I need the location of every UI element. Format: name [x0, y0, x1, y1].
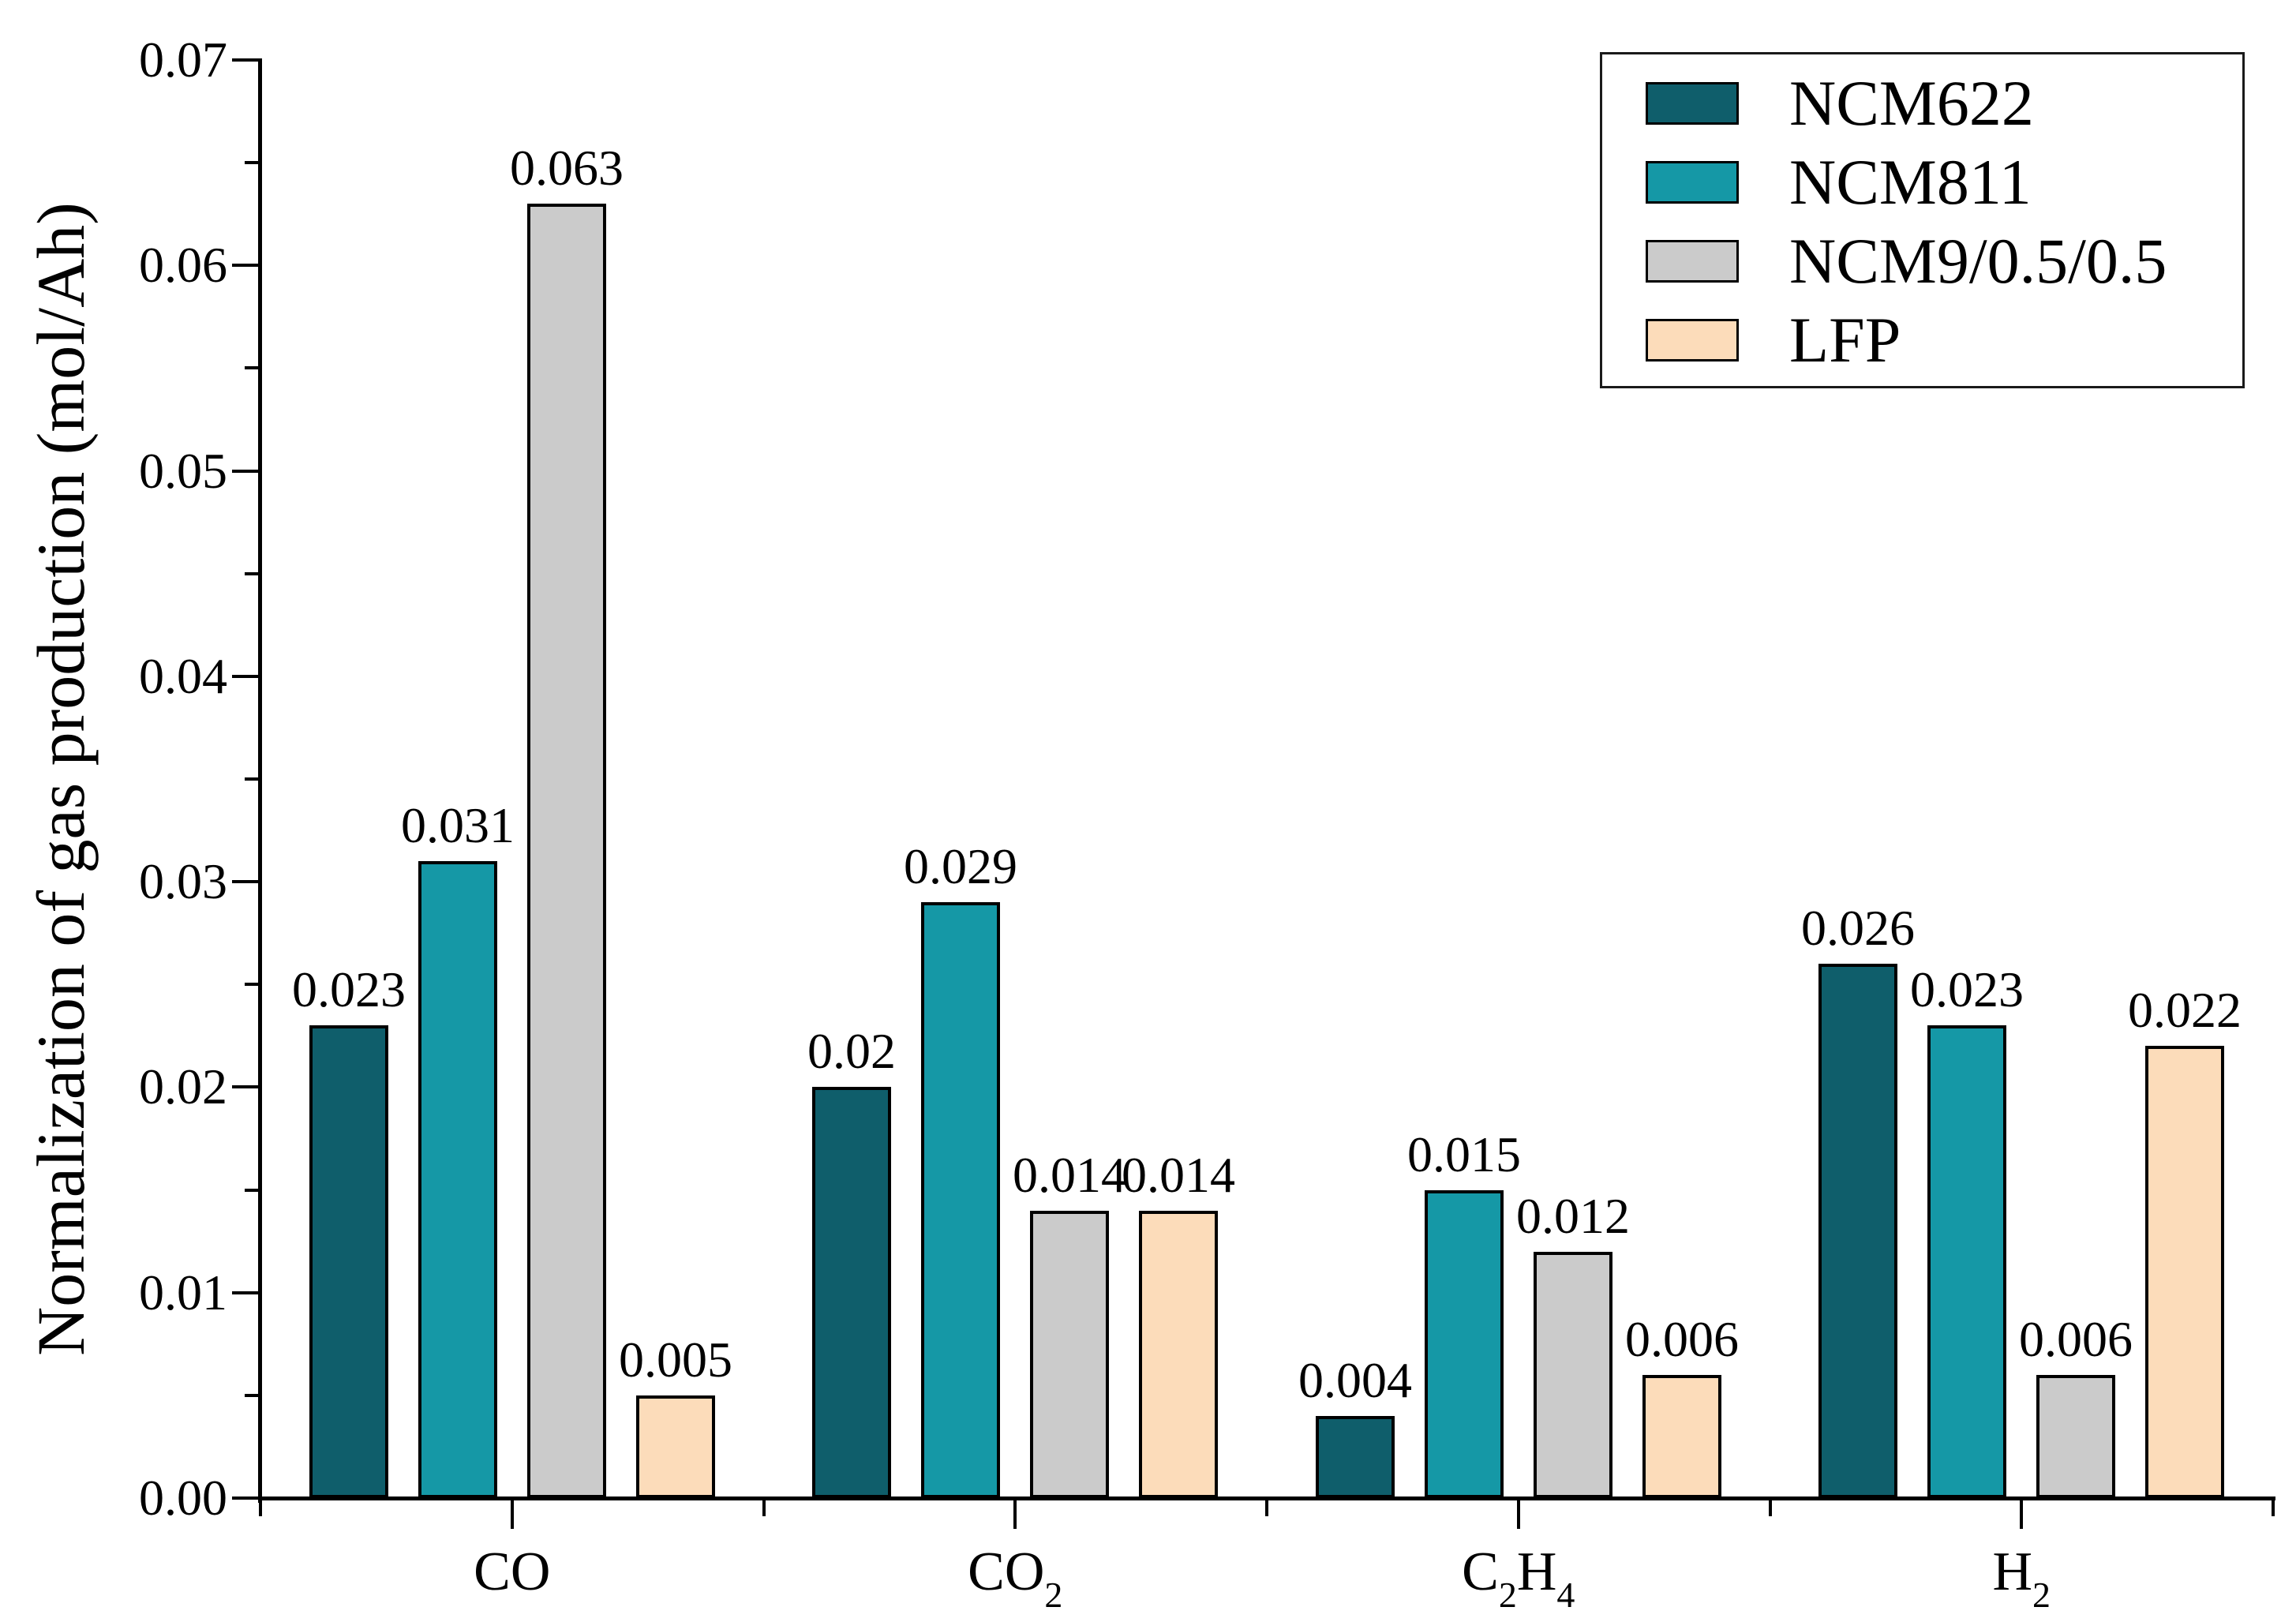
- y-major-tick: [232, 264, 260, 268]
- y-minor-tick: [245, 1393, 260, 1397]
- y-major-tick: [232, 469, 260, 473]
- x-minor-tick: [762, 1499, 766, 1516]
- legend-item-LFP: LFP: [1602, 301, 2242, 380]
- x-category-label-CO2: CO2: [833, 1541, 1197, 1622]
- x-major-tick: [1516, 1499, 1520, 1529]
- legend-swatch: [1646, 319, 1739, 361]
- y-major-tick: [232, 1497, 260, 1500]
- x-major-tick: [510, 1499, 514, 1529]
- bar-value-label: 0.02: [807, 1023, 896, 1079]
- y-tick-label: 0.03: [139, 853, 227, 910]
- x-category-label-H2: H2: [1840, 1541, 2203, 1622]
- legend-swatch: [1646, 161, 1739, 204]
- bar-NCM622-H2: [1818, 964, 1897, 1498]
- x-category-label-text: C: [1462, 1541, 1499, 1602]
- y-tick-label: 0.04: [139, 647, 227, 704]
- bar-NCM811-CO: [418, 861, 497, 1498]
- y-axis-line: [258, 58, 262, 1503]
- y-major-tick: [232, 880, 260, 884]
- bar-NCM622-CO2: [812, 1087, 891, 1498]
- legend-swatch: [1646, 82, 1739, 125]
- y-tick-label: 0.07: [139, 32, 227, 88]
- bar-NCM9/0.5/0.5-CO2: [1030, 1211, 1109, 1498]
- y-major-tick: [232, 674, 260, 678]
- x-axis-line: [258, 1497, 2275, 1500]
- bar-NCM811-H2: [1927, 1025, 2006, 1498]
- y-minor-tick: [245, 777, 260, 781]
- legend-label: LFP: [1789, 304, 1901, 376]
- legend-item-NCM9/0.5/0.5: NCM9/0.5/0.5: [1602, 222, 2242, 301]
- bar-LFP-C2H4: [1642, 1375, 1721, 1498]
- x-category-label-subscript: 2: [2032, 1575, 2051, 1615]
- y-minor-tick: [245, 983, 260, 987]
- bar-value-label: 0.031: [401, 797, 515, 853]
- y-minor-tick: [245, 1188, 260, 1192]
- x-category-label-text: CO: [968, 1541, 1045, 1602]
- x-category-label-text: CO: [474, 1541, 551, 1602]
- y-tick-label: 0.02: [139, 1058, 227, 1115]
- y-tick-label: 0.00: [139, 1470, 227, 1526]
- y-minor-tick: [245, 571, 260, 575]
- y-minor-tick: [245, 161, 260, 165]
- y-tick-label: 0.06: [139, 237, 227, 294]
- bar-value-label: 0.006: [1625, 1311, 1739, 1367]
- bar-value-label: 0.005: [619, 1332, 732, 1388]
- legend-label: NCM9/0.5/0.5: [1789, 225, 2167, 297]
- bar-NCM9/0.5/0.5-CO: [527, 204, 606, 1498]
- y-major-tick: [232, 58, 260, 62]
- legend-item-NCM811: NCM811: [1602, 143, 2242, 222]
- x-category-label-C2H4: C2H4: [1337, 1541, 1700, 1622]
- x-minor-tick: [1265, 1499, 1268, 1516]
- bar-value-label: 0.023: [1910, 961, 2024, 1017]
- x-category-label-CO: CO: [331, 1541, 694, 1604]
- bar-value-label: 0.022: [2128, 982, 2242, 1038]
- x-category-label-subscript: 2: [1498, 1575, 1517, 1615]
- bar-value-label: 0.012: [1516, 1188, 1630, 1244]
- bar-value-label: 0.015: [1407, 1126, 1521, 1182]
- bar-LFP-H2: [2145, 1046, 2224, 1498]
- bar-NCM9/0.5/0.5-H2: [2036, 1375, 2115, 1498]
- x-minor-tick: [259, 1499, 262, 1516]
- bar-value-label: 0.023: [292, 961, 406, 1017]
- y-major-tick: [232, 1085, 260, 1089]
- bar-value-label: 0.014: [1122, 1147, 1235, 1203]
- legend-label: NCM622: [1789, 67, 2034, 139]
- x-major-tick: [1013, 1499, 1017, 1529]
- legend-swatch: [1646, 240, 1739, 283]
- bar-NCM622-C2H4: [1316, 1416, 1395, 1498]
- x-category-label-subscript: 2: [1044, 1575, 1063, 1615]
- x-minor-tick: [2272, 1499, 2275, 1516]
- y-tick-label: 0.01: [139, 1264, 227, 1320]
- bar-value-label: 0.029: [904, 838, 1017, 894]
- y-major-tick: [232, 1290, 260, 1294]
- bar-value-label: 0.026: [1801, 900, 1915, 956]
- y-tick-label: 0.05: [139, 442, 227, 499]
- bar-NCM811-C2H4: [1425, 1190, 1504, 1498]
- x-category-label-text: H: [1992, 1541, 2033, 1602]
- x-category-label-subscript: 4: [1556, 1575, 1575, 1615]
- bar-NCM622-CO: [309, 1025, 388, 1498]
- x-major-tick: [2020, 1499, 2024, 1529]
- legend-item-NCM622: NCM622: [1602, 64, 2242, 143]
- y-minor-tick: [245, 366, 260, 370]
- bar-LFP-CO2: [1139, 1211, 1218, 1498]
- bar-value-label: 0.014: [1013, 1147, 1126, 1203]
- bar-NCM811-CO2: [921, 902, 1000, 1498]
- bar-value-label: 0.063: [510, 140, 624, 196]
- legend-label: NCM811: [1789, 146, 2032, 218]
- bar-LFP-CO: [636, 1395, 715, 1498]
- legend: NCM622 NCM811 NCM9/0.5/0.5 LFP: [1600, 52, 2245, 388]
- x-minor-tick: [1768, 1499, 1772, 1516]
- x-category-label-text: H: [1516, 1541, 1557, 1602]
- bar-value-label: 0.006: [2019, 1311, 2133, 1367]
- bar-value-label: 0.004: [1298, 1352, 1412, 1408]
- bar-NCM9/0.5/0.5-C2H4: [1534, 1252, 1612, 1498]
